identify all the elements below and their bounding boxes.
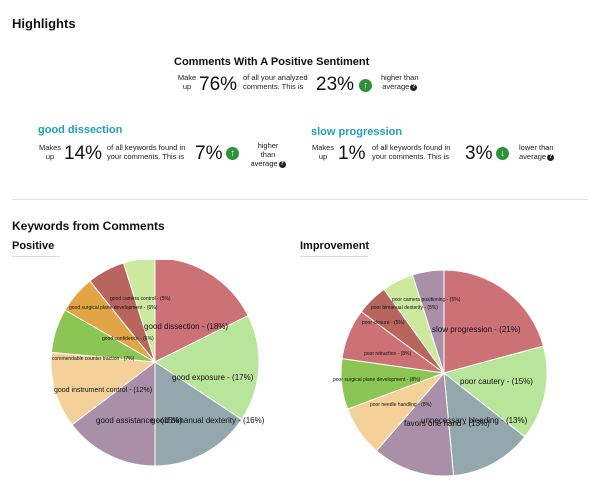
positive-makes: Make [177, 73, 197, 82]
left-percentage: 14% [64, 143, 103, 164]
pie-slice-label: good confidence - (6%) [102, 336, 154, 342]
help-icon[interactable]: ? [410, 83, 418, 91]
left-relation: higher than average? [250, 141, 286, 168]
pie-slice-label: unnecessary bleeding - (13%) [421, 416, 528, 425]
arrow-up-icon: ↑ [359, 79, 372, 92]
pie-charts: good dissection - (18%) good exposure - (… [50, 260, 548, 477]
pie-slice[interactable] [154, 260, 249, 363]
pie-slice[interactable] [154, 314, 260, 421]
pie-slice-label: poor cautery - (15%) [460, 377, 533, 386]
right-makes-up: Makes up [311, 143, 335, 161]
right-rel-line2: average [519, 152, 547, 161]
positive-rel-line2: average [382, 82, 410, 91]
left-makes-up: Makes up [38, 143, 62, 161]
improvement-chart-label: Improvement [300, 240, 370, 252]
left-delta: 7% [195, 143, 223, 164]
right-percentage: 1% [338, 143, 366, 164]
left-desc-line2: your comments. This is [107, 152, 184, 161]
pie-slice-label: poor closure - (5%) [362, 320, 405, 326]
pie-slice-label: poor needle handling - (8%) [370, 402, 432, 408]
positive-makes-up: Make up [176, 73, 198, 91]
positive-pie-chart: good dissection - (18%) good exposure - (… [50, 260, 265, 467]
pie-slice-label: commendable counter traction - (7%) [52, 356, 135, 362]
right-description: of all keywords found in your comments. … [372, 143, 450, 161]
pie-slice[interactable] [443, 269, 545, 374]
positive-delta: 23% [316, 74, 355, 95]
pie-slice-label: good bimanual dexterity - (16%) [151, 416, 265, 425]
right-makes: Makes [311, 143, 335, 152]
positive-percentage: 76% [199, 74, 238, 95]
pie-slice-label: slow progression - (21%) [432, 325, 521, 334]
right-delta: 3% [465, 143, 493, 164]
help-icon[interactable]: ? [278, 160, 286, 168]
keywords-heading: Keywords from Comments [12, 219, 165, 233]
pie-slice-label: poor surgical plane development - (8%) [333, 377, 421, 383]
right-rel-line1: lower than [519, 143, 554, 152]
positive-rel-line1: higher than [381, 73, 419, 82]
positive-desc-line1: of all your analyzed [243, 73, 308, 82]
section-divider [12, 199, 588, 200]
help-icon[interactable]: ? [547, 153, 555, 161]
positive-relation: higher than average? [381, 73, 419, 91]
pie-slice[interactable] [71, 360, 156, 467]
positive-sentiment-title: Comments With A Positive Sentiment [174, 56, 370, 68]
right-desc-line2: your comments. This is [372, 152, 449, 161]
arrow-down-icon: ↓ [496, 147, 509, 160]
pie-slice[interactable] [375, 371, 455, 477]
pie-slice[interactable] [442, 345, 548, 438]
pie-slice-label: good surgical plane development - (6%) [69, 305, 158, 311]
positive-underline [12, 256, 60, 257]
pie-slice-label: good exposure - (17%) [172, 373, 254, 382]
right-up: up [318, 152, 328, 161]
left-description: of all keywords found in your comments. … [107, 143, 185, 161]
pie-slice-label: poor camera positioning - (5%) [392, 297, 461, 303]
pie-slice[interactable] [411, 269, 445, 374]
pie-slice[interactable] [122, 260, 156, 363]
keyword-slow-progression: slow progression [311, 126, 403, 138]
positive-description: of all your analyzed comments. This is [243, 73, 308, 91]
left-up: up [45, 152, 55, 161]
pie-slice-label: good camera control - (5%) [110, 296, 171, 302]
left-rel-line2: than [260, 150, 276, 159]
pie-slice-label: good assistance - (15%) [96, 416, 183, 425]
pie-slice[interactable] [50, 351, 157, 426]
pie-slice-label: good dissection - (18%) [144, 322, 228, 331]
improvement-pie-chart: slow progression - (21%) poor cautery - (… [333, 269, 548, 477]
right-desc-line1: of all keywords found in [372, 143, 451, 152]
improvement-underline [300, 256, 368, 257]
pie-slice-label: poor bimanual dexterity - (5%) [371, 305, 438, 311]
left-makes: Makes [38, 143, 62, 152]
highlights-heading: Highlights [12, 16, 76, 31]
pie-slice-label: favors one hand - (13%) [404, 419, 490, 428]
pie-slice-label: poor retraction - (8%) [364, 351, 412, 357]
left-rel-line1: higher [257, 141, 279, 150]
right-relation: lower than average? [519, 143, 555, 161]
positive-chart-label: Positive [12, 240, 55, 252]
arrow-up-icon: ↑ [226, 147, 239, 160]
pie-slice[interactable] [443, 371, 526, 477]
keyword-good-dissection: good dissection [38, 124, 123, 136]
positive-up: up [182, 82, 192, 91]
positive-desc-line2: comments. This is [243, 82, 304, 91]
pie-slice-label: good instrument control - (12%) [54, 387, 152, 394]
pie-slice[interactable] [154, 361, 243, 467]
left-rel-line3: average [250, 159, 278, 168]
left-desc-line1: of all keywords found in [107, 143, 186, 152]
